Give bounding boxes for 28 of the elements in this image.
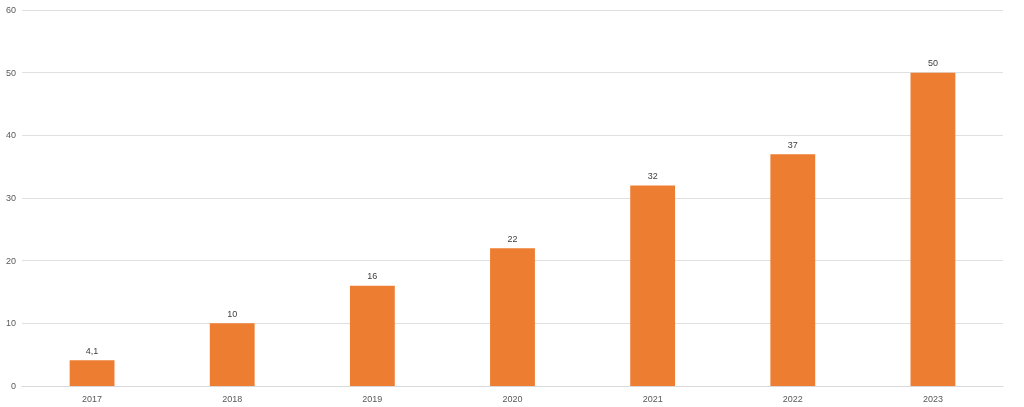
x-tick-label: 2023 [922,393,943,404]
bar [490,248,535,386]
bar [770,154,816,386]
bar [910,72,956,386]
data-label: 22 [507,233,518,244]
y-tick-label: 20 [5,255,16,266]
y-tick-label: 10 [5,318,16,329]
bar [349,285,395,386]
bar [630,185,676,386]
data-label: 37 [787,139,798,150]
bar [69,360,115,386]
data-label: 16 [367,271,378,282]
x-tick-label: 2020 [502,393,523,404]
y-tick-label: 50 [5,67,16,78]
bar [209,323,255,386]
y-tick-label: 60 [5,5,16,15]
x-tick-label: 2017 [82,393,103,404]
x-tick-label: 2018 [222,393,243,404]
data-label: 10 [227,308,238,319]
y-tick-label: 30 [5,193,16,203]
x-tick-label: 2019 [362,393,383,404]
data-label: 32 [647,170,658,181]
data-label: 50 [927,58,938,69]
y-tick-label: 40 [5,130,16,141]
y-tick-label: 0 [10,381,16,391]
x-tick-label: 2021 [642,393,663,404]
x-tick-label: 2022 [782,393,803,404]
data-label: 4,1 [85,345,99,356]
